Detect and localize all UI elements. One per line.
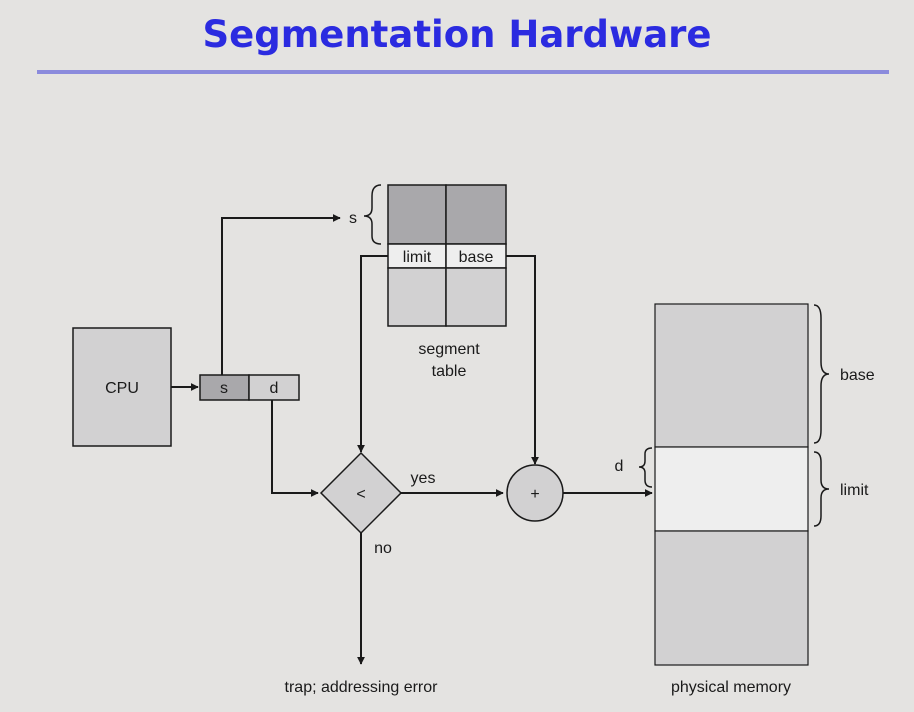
comparator-symbol: <: [356, 486, 365, 503]
logical-address: s d: [199, 374, 300, 401]
s-index-path: [221, 214, 341, 375]
title-divider: [37, 70, 889, 74]
memory-region-rest: [654, 530, 809, 666]
memory-region-segment: [654, 446, 809, 532]
memory-limit-label: limit: [840, 482, 869, 499]
adder-symbol: +: [530, 486, 539, 503]
limit-brace: [813, 451, 830, 527]
base-brace: [813, 304, 830, 444]
segment-table-caption-line2: table: [432, 363, 467, 380]
segment-table-row-light-base: [445, 267, 507, 327]
segment-table: limit base segment table: [387, 184, 507, 380]
segment-table-base-cell: [445, 243, 507, 269]
cpu-label: CPU: [105, 380, 139, 397]
offset-d-label: d: [615, 458, 624, 475]
trap-label: trap; addressing error: [285, 679, 439, 696]
address-s-label: s: [220, 380, 228, 397]
base-path: [506, 255, 539, 465]
address-d-label: d: [270, 380, 279, 397]
no-label: no: [374, 540, 392, 557]
adder: +: [506, 464, 564, 522]
memory-caption: physical memory: [671, 679, 791, 696]
segment-table-limit-label: limit: [403, 249, 432, 266]
memory-base-label: base: [840, 367, 875, 384]
segment-index-label: s: [349, 210, 357, 227]
address-d-cell: [248, 374, 300, 401]
segment-table-row-dark-base: [445, 184, 507, 245]
s-brace: [363, 184, 382, 245]
cpu-box: CPU: [72, 327, 172, 447]
address-s-cell: [199, 374, 250, 401]
offset-path: [271, 400, 319, 497]
comparator: <: [319, 451, 403, 535]
segment-table-row-dark-limit: [387, 184, 447, 245]
physical-memory: physical memory: [654, 303, 809, 696]
limit-path: [357, 255, 388, 453]
yes-label: yes: [411, 470, 436, 487]
memory-region-base: [654, 303, 809, 448]
segment-table-caption-line1: segment: [418, 341, 480, 358]
slide-title: Segmentation Hardware: [202, 13, 712, 56]
d-brace: [638, 447, 653, 488]
segment-table-row-light-limit: [387, 267, 447, 327]
segment-table-base-label: base: [459, 249, 494, 266]
